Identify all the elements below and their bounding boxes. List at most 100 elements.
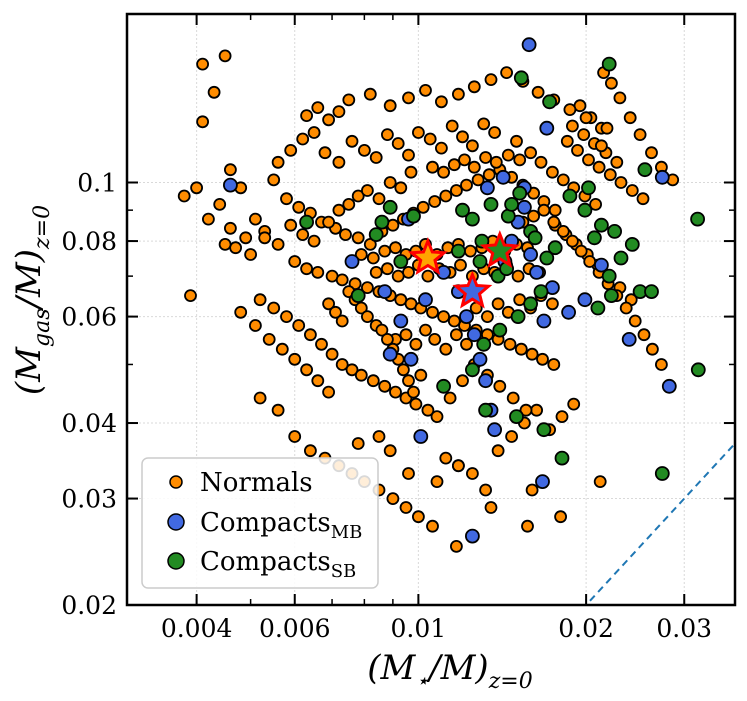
normals-point — [566, 119, 579, 133]
x-tick-label: 0.004 — [161, 614, 233, 643]
normals-point — [419, 323, 432, 337]
normals-point — [271, 237, 285, 251]
normals-point — [223, 163, 237, 177]
normals-point — [267, 301, 281, 315]
normals-point — [426, 519, 439, 533]
compacts-sb-point — [509, 409, 524, 425]
normals-point — [366, 374, 380, 388]
normals-point — [332, 203, 346, 217]
normals-point — [402, 265, 415, 279]
normals-point — [311, 101, 325, 114]
normals-point — [383, 444, 397, 458]
normals-point — [579, 111, 593, 125]
normals-point — [296, 228, 310, 242]
compacts-mb-point — [495, 169, 511, 185]
compacts-sb-point — [533, 284, 549, 300]
compacts-mb-point — [594, 257, 609, 273]
normals-point — [253, 391, 267, 405]
normals-point — [582, 153, 595, 167]
normals-point — [339, 228, 352, 242]
compacts-sb-point — [478, 402, 494, 418]
compacts-sb-point — [382, 199, 398, 215]
x-tick-label: 0.02 — [558, 614, 614, 643]
normals-point — [262, 332, 276, 346]
x-tick-label: 0.006 — [259, 614, 331, 643]
normals-point — [605, 76, 618, 90]
compacts-sb-point — [464, 362, 480, 378]
normals-point — [525, 347, 539, 361]
normals-point — [184, 289, 197, 303]
compacts-mb-point — [529, 264, 544, 280]
normals-point — [488, 126, 502, 139]
normals-point — [311, 265, 325, 279]
compacts-sb-point — [542, 94, 557, 110]
compacts-sb-point — [624, 236, 640, 252]
normals-point — [322, 113, 336, 127]
normals-point — [633, 128, 647, 142]
compacts-mb-point — [561, 304, 576, 320]
normals-point — [506, 391, 520, 405]
normals-point — [547, 358, 561, 371]
normals-point — [500, 66, 514, 79]
normals-point — [375, 323, 389, 337]
normals-point — [351, 437, 365, 450]
compacts-sb-median-star — [479, 230, 520, 269]
axis-ticks: 0.004 0.006 0.01 0.02 0.03 0.02 0.03 0.04 0.06 0.… — [61, 14, 735, 643]
normals-point — [531, 85, 545, 99]
normals-point — [300, 109, 314, 122]
compacts-mb-point — [222, 177, 238, 193]
legend-marker-compacts-sb — [167, 552, 185, 570]
compacts-sb-point — [523, 296, 538, 312]
legend-marker-normals — [169, 475, 183, 489]
normals-point — [566, 234, 579, 248]
legend-label-compacts-mb: CompactsMB — [200, 508, 362, 543]
normals-point — [577, 128, 591, 142]
compacts-sb-point — [476, 336, 492, 352]
normals-point — [218, 237, 232, 251]
normals-point — [213, 197, 227, 211]
normals-point — [360, 184, 374, 197]
normals-point — [248, 319, 262, 332]
normals-point — [467, 80, 481, 94]
compacts-sb-point — [450, 243, 466, 259]
normals-point — [357, 143, 371, 157]
compacts-sb-point — [464, 211, 480, 227]
normals-point — [345, 363, 359, 377]
normals-point — [434, 95, 448, 109]
normals-point — [574, 244, 588, 258]
normals-point — [439, 189, 453, 203]
compacts-sb-point — [613, 250, 629, 266]
normals-point — [402, 148, 415, 162]
compacts-mb-point — [403, 351, 419, 367]
normals-point — [560, 134, 574, 148]
normals-point — [253, 293, 267, 307]
compacts-sb-point — [483, 196, 499, 212]
y-axis-title: (Mgas/M)z=0 — [9, 205, 55, 395]
normals-point — [322, 215, 336, 229]
normals-point — [536, 352, 549, 366]
y-tick-label: 0.04 — [61, 409, 117, 438]
normals-point — [389, 241, 402, 255]
normals-point — [300, 363, 314, 377]
compacts-sb-point — [644, 284, 659, 300]
compacts-sb-point — [436, 378, 452, 394]
normals-point — [554, 510, 567, 524]
normals-point — [628, 314, 642, 328]
compacts-sb-point — [547, 240, 563, 256]
normals-point — [447, 314, 461, 328]
normals-point — [655, 358, 668, 371]
normals-point — [366, 251, 380, 265]
normals-point — [284, 143, 298, 157]
compacts-sb-point — [594, 217, 609, 233]
plot-frame — [125, 12, 737, 607]
normals-point — [380, 262, 394, 276]
normals-point — [467, 160, 481, 174]
normals-point — [477, 117, 491, 131]
normals-point — [430, 475, 444, 489]
compacts-sb-point — [690, 362, 706, 378]
normals-point — [196, 115, 210, 129]
compacts-mb-point — [517, 199, 532, 215]
normals-point — [501, 148, 515, 162]
